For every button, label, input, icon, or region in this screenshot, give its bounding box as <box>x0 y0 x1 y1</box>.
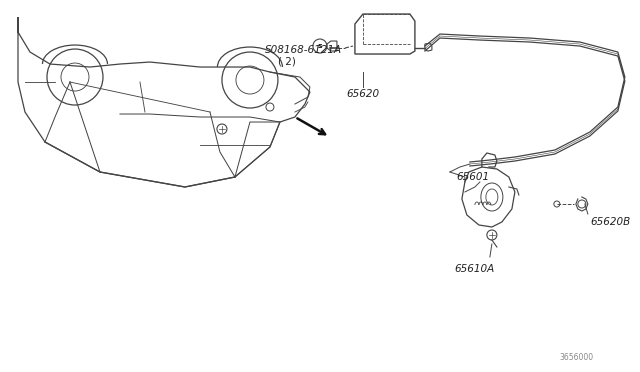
Text: 3656000: 3656000 <box>560 353 594 362</box>
Text: 65610A: 65610A <box>455 264 495 274</box>
Text: 65601: 65601 <box>456 172 489 182</box>
Text: ( 2): ( 2) <box>278 56 296 66</box>
Text: 65620: 65620 <box>346 89 380 99</box>
Text: S: S <box>317 44 322 48</box>
Text: S08168-6121A: S08168-6121A <box>265 45 342 55</box>
Text: 65620B: 65620B <box>590 217 630 227</box>
Text: S: S <box>317 44 322 48</box>
